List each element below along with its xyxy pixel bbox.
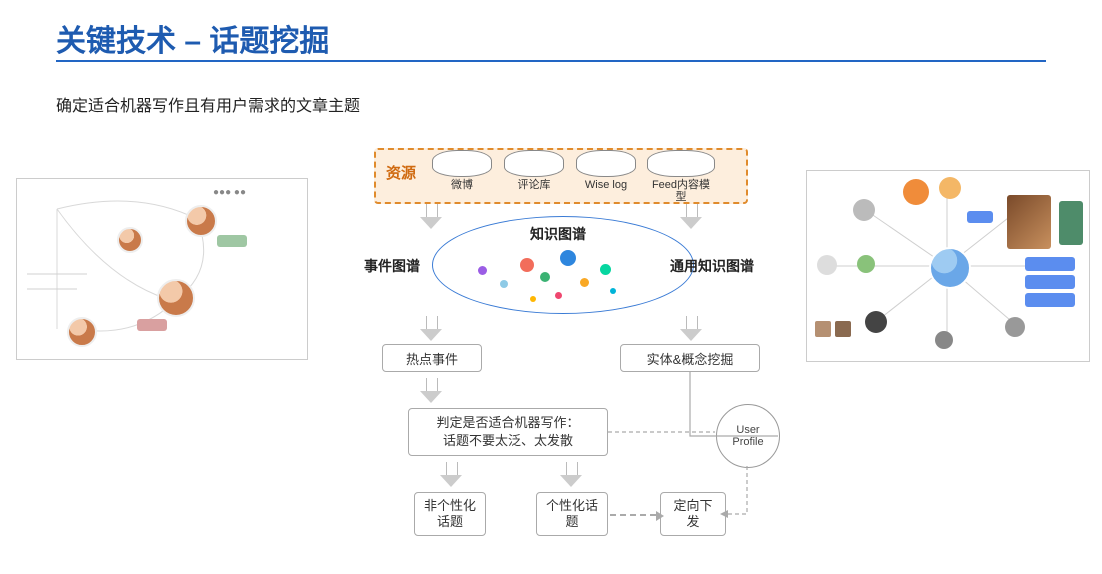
left-panel-caption: ●●● ●● [213,187,246,198]
resource-cylinder: Wise log [576,150,636,191]
avatar-icon [157,279,195,317]
avatar-icon [67,317,97,347]
resource-label: Feed内容模型 [648,179,714,203]
node-icon [853,199,875,221]
info-chip [1025,275,1075,289]
node-icon [817,255,837,275]
thumb-icon [815,321,831,337]
left-illustration-panel: ●●● ●● [16,178,308,360]
hot-event-box: 热点事件 [382,344,482,372]
resource-label: 评论库 [518,179,551,191]
image-thumb-icon [1059,201,1083,245]
non-personal-box: 非个性化话题 [414,492,486,536]
bubble-icon [610,288,616,294]
bubble-icon [478,266,487,275]
dash-arrow-icon [610,514,656,516]
resource-label: 微博 [451,179,473,191]
avatar-icon [185,205,217,237]
bubble-icon [555,292,562,299]
resource-cylinder: Feed内容模型 [648,150,714,203]
info-chip [967,211,993,223]
personal-box: 个性化话题 [536,492,608,536]
avatar-icon [117,227,143,253]
resource-label: Wise log [585,179,627,191]
entity-concept-box: 实体&概念挖掘 [620,344,760,372]
node-icon [903,179,929,205]
event-graph-label: 事件图谱 [364,256,420,276]
title-underline [56,60,1046,62]
node-icon [939,177,961,199]
bubble-icon [500,280,508,288]
bubble-icon [600,264,611,275]
bubble-icon [530,296,536,302]
thumb-icon [835,321,851,337]
node-icon [857,255,875,273]
info-chip [1025,293,1075,307]
resource-cylinder: 评论库 [504,150,564,191]
page-subtitle: 确定适合机器写作且有用户需求的文章主题 [56,92,360,116]
knowledge-ellipse-title: 知识图谱 [530,224,586,244]
bubble-icon [540,272,550,282]
bubble-icon [580,278,589,287]
image-thumb-icon [1007,195,1051,249]
tag-chip [137,319,167,331]
bubble-icon [560,250,576,266]
tag-chip [217,235,247,247]
node-icon [1005,317,1025,337]
left-panel-lines [17,179,307,359]
resource-cylinder: 微博 [432,150,492,191]
bubble-icon [520,258,534,272]
judge-box: 判定是否适合机器写作： 话题不要太泛、太发散 [408,408,608,456]
node-icon [935,331,953,349]
center-node-icon [929,247,971,289]
page-title: 关键技术 – 话题挖掘 [56,16,329,60]
user-profile-node: User Profile [716,404,780,468]
info-chip [1025,257,1075,271]
resources-title: 资源 [386,162,416,183]
targeted-box: 定向下发 [660,492,726,536]
right-illustration-panel [806,170,1090,362]
node-icon [865,311,887,333]
general-graph-label: 通用知识图谱 [670,256,754,276]
